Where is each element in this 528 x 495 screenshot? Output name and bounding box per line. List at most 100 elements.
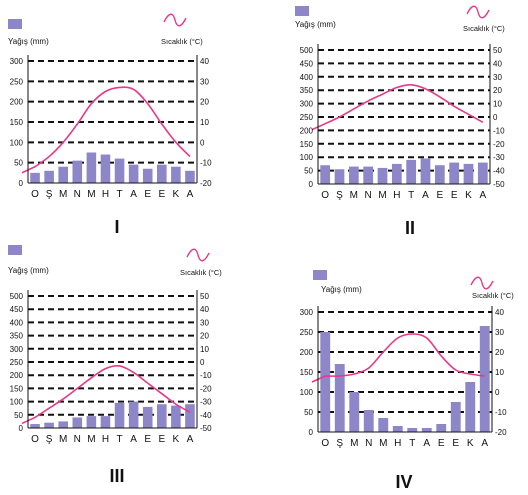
month-label: N bbox=[74, 189, 81, 200]
month-label: T bbox=[408, 190, 414, 201]
right-tick-label: 40 bbox=[493, 59, 502, 68]
chart-roman-numeral: III bbox=[109, 466, 124, 486]
temperature-line bbox=[21, 365, 191, 425]
right-tick-label: 50 bbox=[200, 292, 209, 301]
precip-bar-7 bbox=[114, 158, 125, 183]
right-tick-label: -40 bbox=[200, 411, 212, 420]
month-label: A bbox=[422, 190, 429, 201]
precip-bar-12 bbox=[477, 162, 488, 184]
precip-bar-7 bbox=[406, 159, 417, 184]
temperature-line bbox=[311, 84, 484, 131]
climate-chart-I: Yağış (mm) Sıcaklık (°C)05010015020025030… bbox=[8, 13, 212, 237]
precip-bar-9 bbox=[434, 165, 445, 184]
precip-bar-3 bbox=[58, 421, 68, 428]
precip-bar-1 bbox=[320, 332, 331, 432]
left-tick-label: 100 bbox=[10, 398, 24, 407]
precip-bar-1 bbox=[30, 172, 40, 183]
precip-bar-6 bbox=[100, 416, 111, 428]
right-tick-label: -10 bbox=[200, 371, 212, 380]
left-tick-label: 500 bbox=[10, 292, 24, 301]
month-label: E bbox=[158, 434, 165, 445]
precip-bar-9 bbox=[436, 424, 447, 432]
right-tick-label: 0 bbox=[495, 388, 500, 397]
left-tick-label: 200 bbox=[10, 371, 24, 380]
month-label: E bbox=[144, 434, 151, 445]
precip-bar-1 bbox=[320, 165, 331, 184]
precip-bar-5 bbox=[86, 152, 97, 183]
month-label: E bbox=[451, 190, 458, 201]
month-label: M bbox=[379, 438, 387, 449]
left-tick-label: 0 bbox=[19, 179, 24, 188]
left-tick-label: 400 bbox=[300, 73, 314, 82]
left-tick-label: 150 bbox=[300, 140, 314, 149]
right-tick-label: -30 bbox=[493, 153, 505, 162]
month-label: A bbox=[187, 189, 194, 200]
right-tick-label: 0 bbox=[493, 113, 498, 122]
precip-bar-8 bbox=[128, 164, 139, 183]
left-tick-label: 450 bbox=[300, 59, 314, 68]
temp-legend-wave-icon bbox=[186, 248, 210, 262]
left-tick-label: 50 bbox=[14, 411, 23, 420]
precip-label: Yağış (mm) bbox=[321, 285, 362, 294]
precip-bar-2 bbox=[334, 169, 345, 184]
right-tick-label: 10 bbox=[200, 118, 209, 127]
right-tick-label: 0 bbox=[200, 358, 205, 367]
left-tick-label: 200 bbox=[10, 98, 24, 107]
month-label: K bbox=[173, 189, 180, 200]
precip-bar-8 bbox=[421, 428, 432, 432]
left-tick-label: 250 bbox=[300, 328, 314, 337]
left-tick-label: 0 bbox=[309, 180, 314, 189]
precip-bar-5 bbox=[86, 416, 97, 428]
precip-bar-2 bbox=[44, 170, 54, 183]
precip-bar-8 bbox=[420, 158, 431, 184]
precip-bar-11 bbox=[171, 166, 181, 183]
temp-label: Sıcaklık (°C) bbox=[180, 268, 222, 277]
right-tick-label: 30 bbox=[200, 77, 209, 86]
left-tick-label: 250 bbox=[10, 358, 24, 367]
month-label: M bbox=[350, 438, 358, 449]
month-label: M bbox=[87, 189, 95, 200]
month-label: A bbox=[187, 434, 194, 445]
precip-bar-3 bbox=[58, 166, 68, 183]
precip-bar-4 bbox=[72, 160, 83, 183]
month-label: M bbox=[59, 434, 67, 445]
month-label: A bbox=[423, 438, 430, 449]
month-label: Ş bbox=[46, 189, 53, 200]
month-label: O bbox=[321, 438, 329, 449]
month-label: O bbox=[31, 434, 39, 445]
left-tick-label: 200 bbox=[300, 126, 314, 135]
month-label: T bbox=[116, 189, 122, 200]
month-label: E bbox=[158, 189, 165, 200]
chart-roman-numeral: I bbox=[114, 217, 119, 237]
left-tick-label: 150 bbox=[300, 368, 314, 377]
precip-bar-10 bbox=[449, 162, 460, 184]
month-label: H bbox=[393, 190, 400, 201]
precip-legend-swatch bbox=[8, 19, 22, 29]
precip-label: Yağış (mm) bbox=[8, 266, 49, 275]
precip-bar-8 bbox=[128, 401, 139, 428]
chart-roman-numeral: IV bbox=[395, 472, 412, 492]
precip-bar-10 bbox=[157, 404, 167, 428]
left-tick-label: 150 bbox=[10, 118, 24, 127]
left-tick-label: 50 bbox=[304, 167, 313, 176]
climate-chart-IV: Yağış (mm)Sıcaklık (°C)05010015020025030… bbox=[300, 270, 514, 492]
month-label: M bbox=[87, 434, 95, 445]
precip-bar-5 bbox=[377, 167, 388, 184]
month-label: H bbox=[102, 434, 109, 445]
precip-bar-10 bbox=[157, 164, 167, 183]
precip-bar-4 bbox=[72, 417, 83, 428]
right-tick-label: 20 bbox=[200, 98, 209, 107]
month-label: A bbox=[130, 434, 137, 445]
month-label: A bbox=[130, 189, 137, 200]
left-tick-label: 50 bbox=[14, 159, 23, 168]
month-label: E bbox=[438, 438, 445, 449]
right-tick-label: -20 bbox=[493, 140, 505, 149]
precip-bar-6 bbox=[100, 154, 111, 183]
right-tick-label: -30 bbox=[200, 398, 212, 407]
precip-bar-11 bbox=[465, 382, 476, 432]
month-label: K bbox=[173, 434, 180, 445]
month-label: T bbox=[409, 438, 415, 449]
climate-chart-II: Yağış (mm) Sıcaklık (°C)05010015020025030… bbox=[295, 5, 505, 238]
precip-bar-4 bbox=[363, 410, 374, 432]
month-label: T bbox=[116, 434, 122, 445]
